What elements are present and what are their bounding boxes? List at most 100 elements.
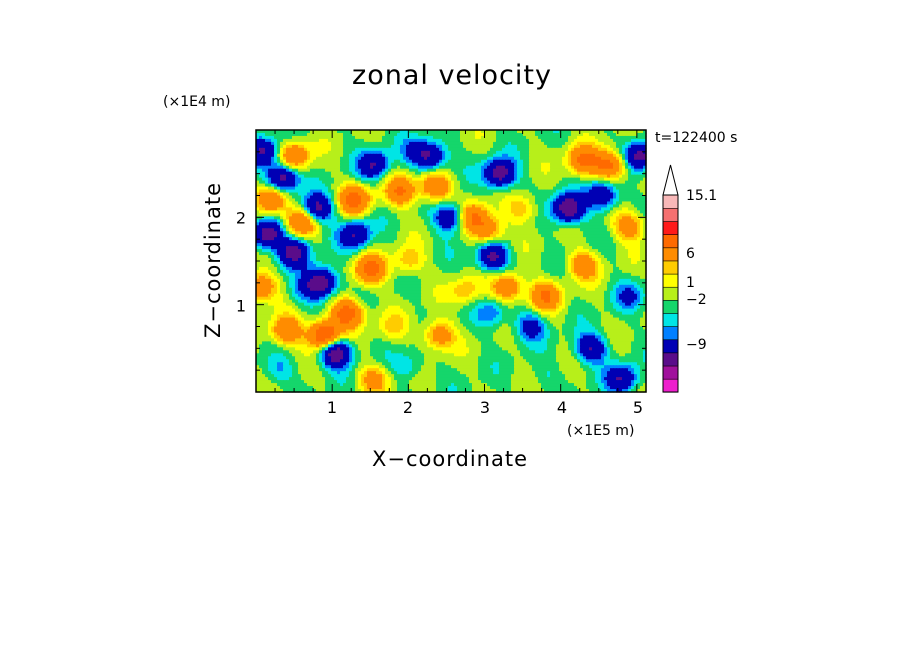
contour-cell [373,213,377,217]
contour-cell [364,144,368,149]
contour-cell [424,132,428,137]
contour-cell [619,192,623,197]
contour-cell [364,135,368,140]
contour-cell [601,195,605,200]
contour-cell [334,141,338,146]
contour-cell [337,192,341,197]
contour-cell [460,189,464,194]
contour-cell [358,219,362,223]
contour-cell [559,180,563,185]
contour-cell [436,189,440,194]
contour-cell [574,141,578,146]
contour-cell [436,141,440,146]
contour-cell [520,144,524,149]
contour-cell [295,171,299,176]
contour-cell [574,174,578,179]
contour-cell [292,153,296,158]
contour-cell [604,210,608,214]
contour-cell [325,213,329,217]
contour-cell [619,216,623,220]
contour-cell [406,130,410,134]
contour-cell [571,201,575,206]
contour-cell [484,201,488,206]
contour-cell [382,130,386,134]
contour-cell [427,210,431,214]
contour-cell [292,198,296,203]
contour-cell [295,150,299,155]
contour-cell [274,162,278,167]
contour-cell [559,192,563,197]
contour-cell [277,162,281,167]
contour-cell [547,204,551,209]
contour-cell [463,171,467,176]
contour-cell [586,135,590,140]
contour-cell [337,219,341,223]
contour-cell [481,192,485,197]
contour-cell [457,222,461,226]
contour-cell [550,201,554,206]
contour-cell [640,171,644,176]
contour-cell [286,153,290,158]
contour-cell [262,135,266,140]
contour-cell [598,198,602,203]
contour-cell [256,195,260,200]
contour-cell [574,192,578,197]
contour-cell [490,216,494,220]
contour-cell [352,207,356,211]
contour-cell [445,198,449,203]
contour-cell [484,162,488,167]
contour-cell [496,159,500,164]
contour-cell [547,162,551,167]
contour-cell [274,150,278,155]
contour-cell [628,130,632,134]
contour-cell [487,130,491,134]
contour-cell [508,174,512,179]
contour-cell [469,198,473,203]
contour-cell [571,132,575,137]
contour-cell [340,204,344,209]
contour-cell [313,168,317,173]
contour-cell [493,201,497,206]
contour-cell [340,168,344,173]
contour-cell [346,165,350,170]
contour-cell [511,207,515,211]
contour-cell [394,213,398,217]
contour-cell [613,216,617,220]
contour-cell [442,153,446,158]
contour-cell [526,204,530,209]
contour-cell [460,201,464,206]
contour-cell [466,192,470,197]
contour-cell [298,186,302,191]
contour-cell [544,216,548,220]
contour-cell [622,144,626,149]
contour-cell [310,132,314,137]
contour-cell [304,186,308,191]
contour-cell [394,168,398,173]
contour-cell [292,180,296,185]
contour-cell [262,141,266,146]
contour-cell [343,207,347,211]
contour-cell [385,168,389,173]
contour-cell [376,165,380,170]
contour-cell [445,192,449,197]
contour-cell [628,141,632,146]
contour-cell [433,201,437,206]
contour-cell [550,216,554,220]
contour-cell [601,174,605,179]
contour-cell [289,186,293,191]
contour-cell [388,177,392,182]
contour-cell [643,207,647,211]
contour-cell [433,204,437,209]
contour-cell [394,165,398,170]
contour-cell [589,189,593,194]
contour-cell [625,219,629,223]
contour-cell [589,171,593,176]
contour-cell [421,147,425,152]
contour-cell [562,156,566,161]
contour-cell [265,174,269,179]
x-axis-label: X−coordinate [372,447,528,471]
contour-cell [376,174,380,179]
contour-cell [460,195,464,200]
contour-cell [538,201,542,206]
contour-cell [565,189,569,194]
